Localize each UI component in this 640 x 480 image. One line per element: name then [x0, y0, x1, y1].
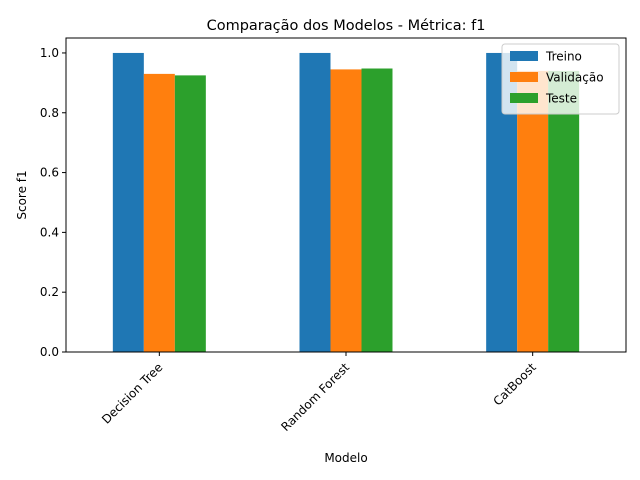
- y-tick-label: 0.8: [40, 106, 59, 120]
- legend: Treino Validação Teste: [501, 43, 620, 115]
- legend-swatch: [510, 93, 538, 103]
- legend-label: Treino: [545, 50, 582, 64]
- bar-teste-catboost: [548, 70, 580, 353]
- plot-frame: [65, 37, 627, 353]
- y-tick-label: 0.0: [40, 345, 59, 359]
- bar-valida-o-catboost: [517, 70, 549, 353]
- y-tick-label: 1.0: [40, 46, 59, 60]
- y-tick-label: 0.4: [40, 225, 59, 239]
- legend-swatch: [510, 72, 538, 82]
- bars-group: [112, 52, 580, 353]
- y-tick-label: 0.2: [40, 285, 59, 299]
- legend-label: Teste: [545, 92, 577, 106]
- y-tick-label: 0.6: [40, 166, 59, 180]
- chart-title: Comparação dos Modelos - Métrica: f1: [207, 18, 486, 34]
- y-axis: 0.0 0.2 0.4 0.6 0.8 1.0: [40, 46, 66, 359]
- legend-label: Validação: [546, 71, 604, 85]
- bar-teste-decision-tree: [174, 75, 206, 352]
- bar-teste-random-forest: [361, 68, 393, 352]
- bar-valida-o-random-forest: [330, 69, 362, 353]
- bar-treino-random-forest: [299, 52, 331, 352]
- y-axis-label: Score f1: [15, 170, 29, 219]
- bar-valida-o-decision-tree: [143, 73, 175, 352]
- legend-swatch: [510, 51, 538, 61]
- x-axis-label: Modelo: [324, 451, 367, 465]
- bar-treino-decision-tree: [112, 52, 144, 352]
